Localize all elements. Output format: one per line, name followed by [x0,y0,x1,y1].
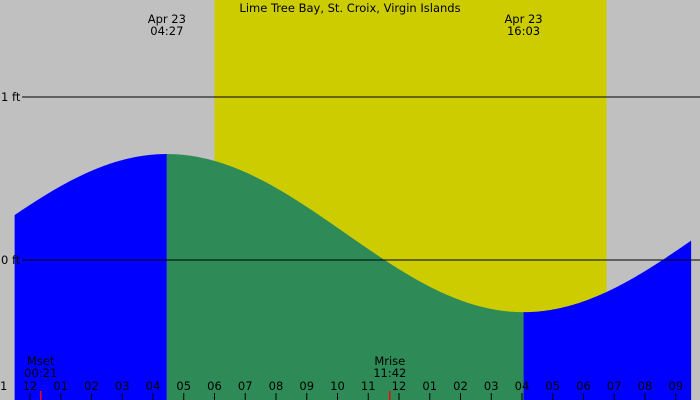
flood-area-1 [14,154,167,400]
moon-event-time: 11:42 [373,366,406,380]
moon-event-time: 00:21 [24,366,57,380]
x-tick-label: 07 [238,379,253,393]
x-tick-label: 06 [576,379,591,393]
flood-areas [14,154,692,400]
x-tick-label: 03 [115,379,130,393]
x-tick-label: 11 [361,379,376,393]
x-tick-label: 02 [453,379,468,393]
tide-event-time: 04:27 [150,24,183,38]
moon-event-label: Mset [27,354,55,368]
moon-event-label: Mrise [374,354,405,368]
chart-title: Lime Tree Bay, St. Croix, Virgin Islands [239,1,460,15]
x-tick-label: 05 [545,379,560,393]
y-gridlines: 1 ft 0 ft [1,90,700,267]
y-label-0ft: 0 ft [1,253,21,267]
x-tick-label: 10 [330,379,345,393]
x-tick-label: 09 [668,379,683,393]
x-tick-label: 04 [146,379,161,393]
tide-event-date: Apr 23 [148,12,186,26]
tide-event-time: 16:03 [507,24,540,38]
x-tick-label: 12 [392,379,407,393]
x-axis: 1 12 01 02 03 04 05 06 07 08 09 10 11 12 01 02 03 04 05 06 0… [0,379,683,400]
x-tick-label: 04 [515,379,530,393]
x-tick-label: 05 [176,379,191,393]
x-tick-label: 01 [422,379,437,393]
flood-area-2 [523,240,692,400]
x-tick-label: 08 [638,379,653,393]
x-tick-label: 12 [23,379,38,393]
x-tick-label: 07 [607,379,622,393]
x-tick-label: 03 [484,379,499,393]
x-tick-label: 06 [207,379,222,393]
x-tick-label: 01 [53,379,68,393]
y-label-1ft: 1 ft [1,90,21,104]
x-tick-label: 09 [299,379,314,393]
tide-event-date: Apr 23 [504,12,542,26]
x-tick-label-partial: 1 [0,379,7,393]
x-tick-label: 08 [269,379,284,393]
x-tick-label: 02 [84,379,99,393]
ebb-area [166,154,524,400]
